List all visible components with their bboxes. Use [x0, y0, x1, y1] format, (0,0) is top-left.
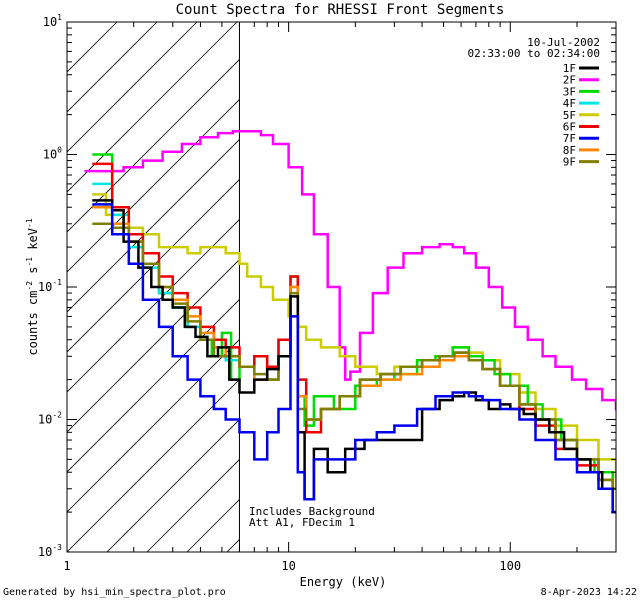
legend-label-7f: 7F: [563, 132, 576, 145]
x-axis-label: Energy (keV): [300, 575, 387, 589]
x-tick-label: 10: [281, 559, 295, 573]
series-line-9f: [92, 222, 616, 491]
excluded-region-hatch: [67, 22, 240, 552]
annotation-attenuator: Att A1, FDecim 1: [249, 516, 355, 529]
time-range-label: 02:33:00 to 02:34:00: [468, 47, 600, 60]
y-tick-label: 101: [43, 13, 62, 29]
series-line-2f: [84, 129, 616, 411]
series-line-7f: [92, 203, 616, 514]
series-line-3f: [92, 153, 616, 491]
legend-label-6f: 6F: [563, 121, 576, 134]
annotation-background: Includes Background: [249, 505, 375, 518]
y-tick-label: 10-1: [38, 278, 62, 294]
date-label: 10-Jul-2002: [527, 36, 600, 49]
legend-label-1f: 1F: [563, 62, 576, 75]
timestamp-label: 8-Apr-2023 14:22: [541, 587, 637, 598]
legend-label-2f: 2F: [563, 74, 576, 87]
legend-label-8f: 8F: [563, 144, 576, 157]
y-tick-label: 10-3: [38, 543, 62, 559]
legend-label-5f: 5F: [563, 109, 576, 122]
generated-by-label: Generated by hsi_min_spectra_plot.pro: [3, 587, 226, 598]
legend-label-4f: 4F: [563, 97, 576, 110]
y-tick-label: 100: [43, 146, 62, 162]
chart-title: Count Spectra for RHESSI Front Segments: [176, 2, 505, 18]
x-tick-label: 1: [63, 559, 70, 573]
legend-label-3f: 3F: [563, 85, 576, 98]
y-tick-label: 10-2: [38, 411, 62, 427]
legend-label-9f: 9F: [563, 156, 576, 169]
x-tick-label: 100: [499, 559, 521, 573]
series-line-5f: [92, 193, 616, 491]
y-axis-label: counts cm-2 s-1 keV-1: [25, 218, 40, 355]
